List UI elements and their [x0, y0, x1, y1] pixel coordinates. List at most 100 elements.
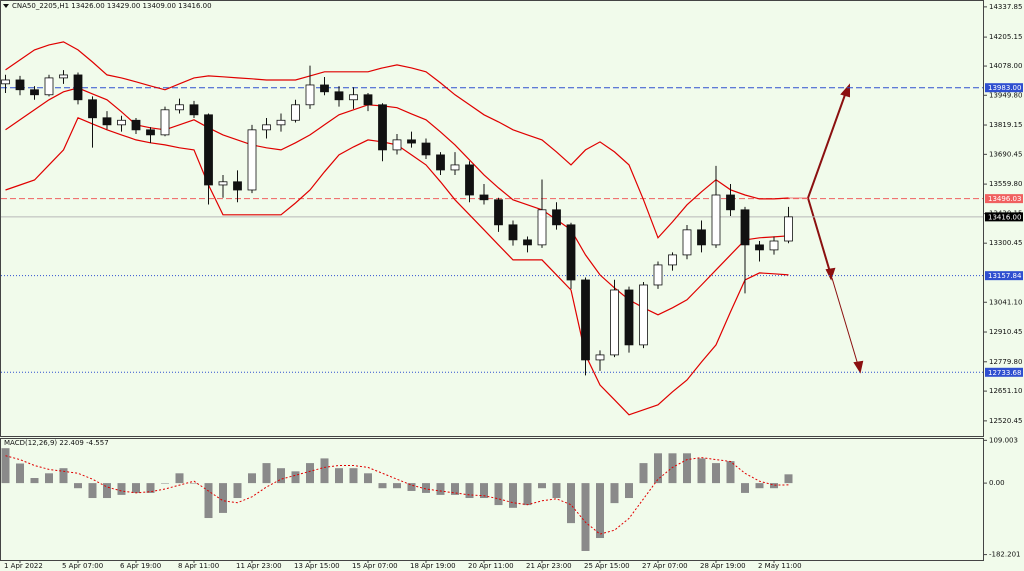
macd-bar [596, 483, 604, 539]
y-tick-label: 13819.15 [989, 121, 1022, 129]
candle-body [117, 119, 126, 126]
macd-bar [364, 473, 372, 484]
macd-bar [784, 474, 793, 484]
x-tick-label: 18 Apr 19:00 [410, 562, 456, 570]
y-tick-label: 14337.85 [989, 3, 1022, 11]
macd-bar [59, 468, 68, 484]
level-label: 13496.03 [988, 195, 1021, 203]
forecast-arrows [786, 83, 864, 374]
macd-bar [262, 463, 271, 484]
candle-body [349, 94, 358, 101]
x-tick-label: 28 Apr 19:00 [700, 562, 746, 570]
macd-frame [0, 438, 984, 561]
candle-body [1, 79, 10, 85]
arrow-down [807, 197, 831, 273]
macd-bar [625, 483, 633, 499]
y-tick-label: 12910.45 [989, 328, 1022, 336]
y-tick-label: 13949.80 [989, 91, 1022, 99]
macd-bar [422, 483, 430, 493]
candle-body [262, 124, 271, 131]
macd-bar [88, 483, 97, 499]
level-label-box [985, 212, 1023, 222]
x-tick-label: 1 Apr 2022 [4, 562, 43, 570]
candle-body [784, 216, 793, 242]
arrow-head [840, 83, 850, 98]
candle-body [102, 117, 112, 126]
candle-body [639, 284, 648, 346]
level-label: 13416.00 [988, 213, 1021, 221]
macd-bar [407, 483, 416, 491]
arrow-head [853, 360, 864, 374]
y-tick-label: 12651.10 [989, 387, 1022, 395]
candle-body [175, 104, 184, 111]
chart-title: CNA50_2205,H1 13426.00 13429.00 13409.00… [12, 2, 212, 10]
macd-bar [726, 461, 735, 484]
macd-bar [175, 473, 184, 484]
macd-bar [219, 483, 227, 513]
y-tick-label: 13559.80 [989, 180, 1022, 188]
arrow-up [807, 91, 847, 199]
candle-body [146, 129, 155, 136]
candle-body [610, 289, 619, 356]
x-tick-label: 13 Apr 15:00 [294, 562, 340, 570]
macd-bar [233, 483, 242, 499]
candle-body [131, 119, 141, 131]
y-tick-label: 109.003 [989, 436, 1018, 444]
macd-bar [320, 458, 329, 484]
x-tick-label: 2 May 11:00 [758, 562, 802, 570]
macd-bar [770, 483, 778, 489]
macd-bar [277, 468, 285, 484]
macd-bar [523, 483, 532, 506]
macd-bar [480, 483, 488, 499]
macd-bar [146, 483, 155, 493]
x-tick-label: 27 Apr 07:00 [642, 562, 688, 570]
x-tick-label: 25 Apr 15:00 [584, 562, 630, 570]
candle-body [363, 94, 373, 106]
level-label-box [985, 83, 1023, 93]
level-label: 12733.68 [988, 369, 1021, 377]
macd-bar [16, 463, 24, 484]
y-tick-label: 14205.15 [989, 33, 1022, 41]
macd-bar [335, 468, 343, 484]
y-tick-label: 13690.45 [989, 150, 1022, 158]
macd-bar [639, 463, 648, 484]
candle-body [88, 99, 97, 119]
x-tick-label: 15 Apr 07:00 [352, 562, 398, 570]
level-label: 13983.00 [988, 84, 1021, 92]
macd-bar [74, 483, 82, 489]
candle-body [697, 229, 706, 246]
candle-body [465, 164, 474, 196]
y-tick-label: 14078.00 [989, 62, 1022, 70]
macd-bar [712, 463, 720, 484]
candle-body [769, 240, 779, 251]
candle-body [392, 139, 402, 151]
y-tick-label: 13300.45 [989, 239, 1022, 247]
candle-body [682, 229, 692, 256]
candle-body [726, 194, 735, 211]
y-tick-label: 12520.45 [989, 417, 1022, 425]
macd-bar [190, 483, 198, 484]
x-tick-label: 21 Apr 23:00 [526, 562, 572, 570]
candle-body [233, 181, 242, 191]
candle-body [668, 254, 677, 266]
macd-bar [755, 483, 764, 489]
y-tick-label: 12779.80 [989, 358, 1022, 366]
candle-body [189, 104, 199, 116]
level-label-box [985, 194, 1023, 204]
macd-bar [654, 453, 662, 484]
macd-bar [668, 453, 677, 484]
level-label-box [985, 367, 1023, 377]
arrow-down-2 [831, 277, 859, 366]
collapse-icon[interactable] [3, 4, 9, 8]
main-frame [0, 0, 984, 437]
macd-signal [5, 455, 789, 535]
candle-body [247, 129, 257, 191]
candle-body [479, 194, 489, 201]
macd-bar [567, 483, 575, 524]
level-label: 13157.84 [988, 272, 1022, 280]
macd-bar [494, 483, 503, 506]
candle-body [740, 209, 750, 246]
macd-bar [132, 483, 140, 493]
y-tick-label: 0.00 [989, 479, 1005, 487]
